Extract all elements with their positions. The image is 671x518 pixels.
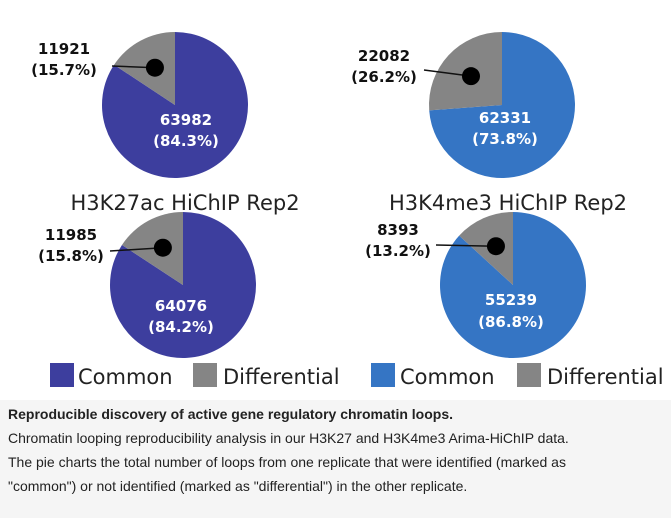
differential-percent-label: (13.2%) (365, 242, 431, 260)
differential-count-label: 11985 (45, 226, 97, 244)
common-percent-label: (84.3%) (153, 132, 219, 150)
differential-count-label: 8393 (377, 221, 419, 239)
pie-slice-common (439, 212, 586, 358)
legend-swatch-common (371, 363, 395, 387)
chart-title-h3k4me3: H3K4me3 HiChIP Rep2 (389, 191, 627, 215)
common-count-label: 62331 (479, 109, 531, 127)
legend-left: Common Differential (50, 363, 340, 389)
differential-percent-label: (15.8%) (38, 247, 104, 265)
differential-count-label: 22082 (358, 47, 410, 65)
legend-label-differential: Differential (223, 365, 340, 389)
caption-line-1: Chromatin looping reproducibility analys… (8, 430, 569, 446)
legend-right: Common Differential (371, 363, 664, 389)
figure-svg: H3K27ac HiChIP Rep2 H3K4me3 HiChIP Rep2 … (31, 32, 664, 389)
legend-swatch-common (50, 363, 74, 387)
pie-slice-common (429, 32, 575, 178)
differential-percent-label: (26.2%) (351, 68, 417, 86)
legend-swatch-differential (517, 363, 541, 387)
differential-percent-label: (15.7%) (31, 61, 97, 79)
common-percent-label: (86.8%) (478, 313, 544, 331)
callout-dot (153, 238, 172, 257)
callout-line (435, 244, 496, 247)
figure-caption: Reproducible discovery of active gene re… (8, 402, 663, 498)
legend-swatch-differential (193, 363, 217, 387)
common-count-label: 55239 (485, 291, 537, 309)
callout-dot (486, 237, 505, 256)
pie-slice-differential (459, 212, 513, 285)
common-percent-label: (84.2%) (148, 318, 214, 336)
pie-slice-differential (114, 32, 175, 105)
common-count-label: 64076 (155, 297, 207, 315)
caption-line-2: The pie charts the total number of loops… (8, 454, 566, 470)
common-percent-label: (73.8%) (472, 130, 538, 148)
common-count-label: 63982 (160, 111, 212, 129)
legend-label-differential: Differential (547, 365, 664, 389)
legend-label-common: Common (78, 365, 173, 389)
pie-chart-h3k4me3-rep2: 8393 (13.2%) 55239 (86.8%) (365, 212, 586, 358)
figure: H3K27ac HiChIP Rep2 H3K4me3 HiChIP Rep2 … (31, 32, 664, 389)
chart-title-h3k27ac: H3K27ac HiChIP Rep2 (70, 191, 299, 215)
callout-dot (145, 58, 164, 77)
pie-chart-h3k4me3-rep1: 22082 (26.2%) 62331 (73.8%) (351, 32, 575, 178)
callout-dot (461, 67, 480, 86)
pie-chart-h3k27ac-rep1: 11921 (15.7%) 63982 (84.3%) (31, 32, 248, 178)
pie-chart-h3k27ac-rep2: 11985 (15.8%) 64076 (84.2%) (38, 212, 257, 358)
caption-line-3: "common") or not identified (marked as "… (8, 478, 468, 494)
legend-label-common: Common (400, 365, 495, 389)
caption-title: Reproducible discovery of active gene re… (8, 406, 453, 422)
differential-count-label: 11921 (38, 40, 90, 58)
